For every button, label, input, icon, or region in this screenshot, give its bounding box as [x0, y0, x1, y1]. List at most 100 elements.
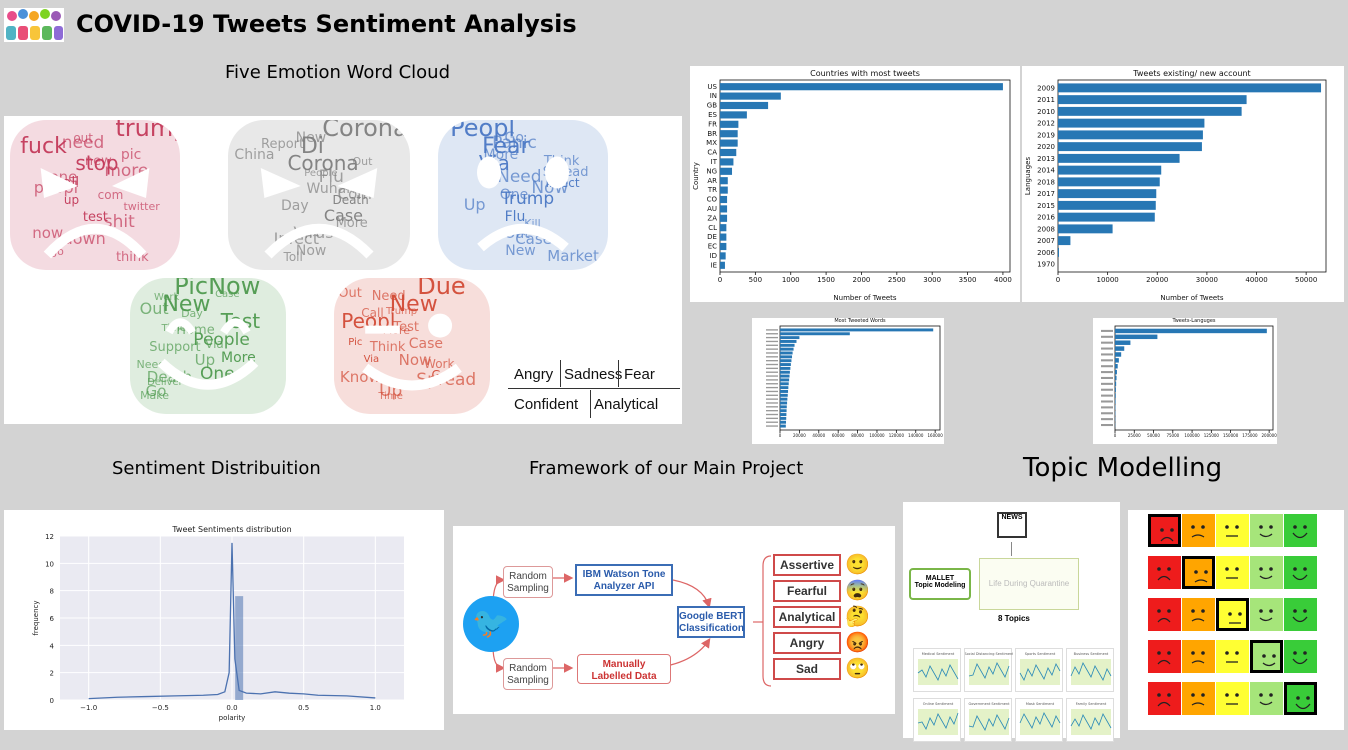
- tick-label: 1000: [782, 276, 800, 284]
- category-label: GB: [707, 102, 717, 110]
- category-label: IT: [711, 158, 718, 166]
- cloud-word: Fear: [482, 134, 530, 159]
- word-cloud-sadness: CoronaviruDiCoronaViaDeathCaseVirusNowNe…: [228, 120, 410, 270]
- bar: [1058, 224, 1113, 234]
- category-label-mark: [766, 410, 778, 412]
- cloud-word: Trump: [385, 306, 417, 317]
- scale-face-icon: [1182, 556, 1215, 589]
- bar: [780, 382, 789, 386]
- topic-mini-chart: Business Sentiment: [1066, 648, 1114, 692]
- cloud-word: test: [83, 210, 108, 225]
- tone-emoji-icon: 🙄: [845, 658, 870, 680]
- bar: [1115, 399, 1116, 404]
- chart-title: Countries with most tweets: [810, 69, 920, 78]
- cloud-word: Day: [281, 198, 309, 214]
- bar: [1115, 352, 1122, 357]
- bar: [1058, 212, 1155, 222]
- cloud-word: One: [500, 187, 529, 203]
- cloud-word: Day: [181, 307, 203, 320]
- cloud-word: trump: [115, 120, 180, 142]
- cloud-word: Call: [361, 306, 383, 320]
- category-label-mark: [766, 375, 778, 377]
- mallet-box: MALLET Topic Modeling: [909, 568, 971, 600]
- cloud-word: New: [296, 130, 327, 146]
- cloud-word: Work: [154, 292, 180, 303]
- svg-text:Government Sentiment: Government Sentiment: [968, 702, 1010, 706]
- tone-box-angry: Angry: [773, 632, 841, 654]
- tone-emoji-icon: 😡: [845, 632, 870, 654]
- bar: [1115, 346, 1125, 351]
- cloud-word: New: [505, 243, 536, 259]
- tick-label: 60000: [832, 433, 845, 438]
- x-tick-label: −1.0: [80, 704, 97, 712]
- category-label: 2012: [1037, 120, 1055, 128]
- topic-mini-chart: Social Distancing Sentiment: [964, 648, 1014, 692]
- category-label: 2018: [1037, 178, 1055, 186]
- bar: [1058, 130, 1203, 140]
- category-label-mark: [766, 367, 778, 370]
- topic-mini-chart: Government Sentiment: [964, 698, 1012, 742]
- category-label-mark: [766, 360, 778, 362]
- bar: [720, 261, 725, 269]
- bar: [1115, 369, 1117, 375]
- legend-angry: Angry: [514, 366, 554, 383]
- bar: [1115, 358, 1119, 363]
- category-label-mark: [766, 340, 778, 343]
- page-title: COVID-19 Tweets Sentiment Analysis: [76, 10, 577, 38]
- cloud-word: Death: [332, 193, 368, 207]
- x-axis-label: Number of Tweets: [1160, 294, 1224, 302]
- topic-mini-chart: Sports Sentiment: [1015, 648, 1063, 692]
- bar: [780, 336, 800, 340]
- cloud-word: Via: [364, 354, 380, 365]
- legend-divider-v1: [560, 360, 561, 387]
- category-label-mark: [1101, 406, 1113, 409]
- bar: [1115, 328, 1267, 334]
- tick-label: 2500: [888, 276, 906, 284]
- bar: [780, 343, 795, 347]
- scale-face-icon: [1148, 598, 1181, 631]
- cloud-word: People: [304, 168, 337, 179]
- bar: [780, 405, 787, 409]
- chart-title: Tweets existing/ new account: [1132, 69, 1250, 78]
- topic-mini-chart: Mask Sentiment: [1015, 698, 1063, 742]
- x-tick-label: 1.0: [370, 704, 381, 712]
- tick-label: 100000: [1184, 433, 1200, 438]
- bar: [720, 233, 727, 241]
- bar: [1115, 340, 1131, 345]
- y-tick-label: 8: [50, 588, 54, 596]
- cloud-word: Corona: [287, 151, 358, 175]
- tick-label: 3500: [959, 276, 977, 284]
- category-label-mark: [766, 352, 778, 354]
- cloud-word: China: [234, 147, 274, 163]
- category-label: AU: [707, 205, 717, 213]
- sentiment-distribution-chart: Tweet Sentiments distribution 0 2 4 6 8 10 12 −1…: [4, 510, 444, 730]
- news-icon: NEWS: [997, 512, 1027, 538]
- scale-face-icon: [1284, 598, 1317, 631]
- category-label: 2007: [1037, 237, 1055, 245]
- y-tick-label: 12: [45, 533, 54, 541]
- cloud-word: Flu: [505, 209, 526, 225]
- scale-face-icon: [1182, 598, 1215, 631]
- bar: [720, 120, 739, 128]
- svg-text:Social Distancing Sentiment: Social Distancing Sentiment: [965, 652, 1013, 656]
- random-sampling-bottom: Random Sampling: [503, 658, 553, 690]
- category-label-mark: [1101, 376, 1113, 379]
- bar: [1058, 95, 1247, 105]
- category-label: 2013: [1037, 155, 1055, 163]
- legend-confident: Confident: [514, 396, 579, 413]
- scale-face-icon: [1148, 682, 1181, 715]
- bar: [780, 370, 790, 374]
- cloud-word: Work: [424, 357, 454, 371]
- category-label-mark: [1101, 388, 1113, 391]
- cloud-word: New: [390, 292, 438, 317]
- svg-text:Medical Sentiment: Medical Sentiment: [922, 652, 955, 656]
- y-tick-label: 4: [50, 642, 55, 650]
- scale-face-icon: [1148, 556, 1181, 589]
- bar: [720, 83, 1003, 91]
- cloud-word: Case: [409, 336, 443, 352]
- scale-face-icon: [1284, 514, 1317, 547]
- legend-sadness: Sadness: [564, 366, 623, 383]
- bar: [720, 224, 727, 232]
- x-tick-label: −0.5: [152, 704, 169, 712]
